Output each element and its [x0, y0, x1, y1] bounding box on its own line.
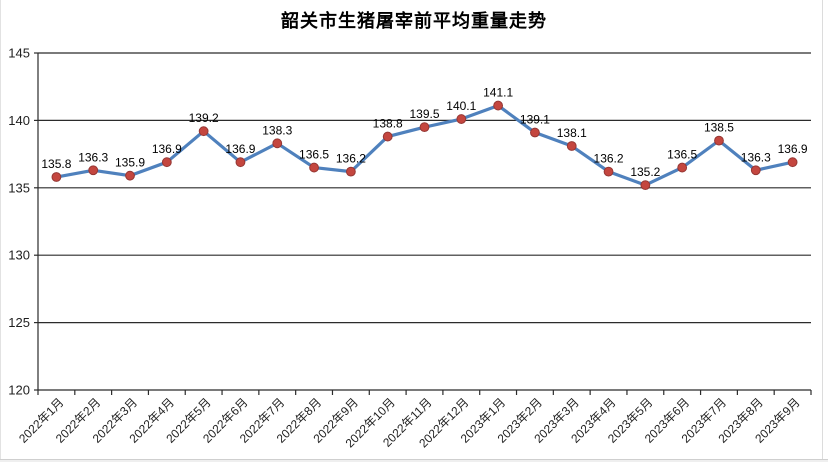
data-label: 138.3 — [262, 123, 292, 137]
data-point — [714, 135, 724, 146]
data-point — [566, 141, 577, 151]
data-label: 138.1 — [557, 126, 587, 140]
data-label: 139.5 — [409, 107, 439, 121]
data-point — [493, 100, 504, 111]
data-label: 135.9 — [115, 156, 145, 170]
data-point — [677, 162, 688, 173]
data-label: 138.5 — [704, 121, 734, 135]
frame-right-edge — [822, 0, 823, 462]
data-point — [309, 162, 319, 173]
data-label: 141.1 — [483, 86, 513, 100]
data-point — [345, 166, 356, 177]
data-point — [272, 138, 283, 149]
y-axis-label: 125 — [8, 315, 30, 330]
data-point — [51, 172, 62, 182]
data-label: 136.9 — [778, 142, 808, 156]
data-point — [640, 180, 651, 191]
y-axis-label: 145 — [8, 46, 30, 61]
y-axis-label: 120 — [8, 383, 30, 398]
data-label: 136.5 — [667, 148, 697, 162]
frame-left-edge — [0, 0, 1, 462]
y-axis-label: 140 — [8, 113, 30, 128]
data-label: 136.5 — [299, 148, 329, 162]
data-label: 136.2 — [594, 152, 624, 166]
data-point — [787, 157, 798, 168]
data-point — [419, 122, 430, 133]
data-point — [88, 165, 99, 176]
data-label: 140.1 — [446, 99, 476, 113]
y-axis-label: 130 — [8, 248, 30, 263]
data-point — [456, 114, 467, 124]
data-point — [161, 157, 172, 168]
frame-bottom-edge — [0, 459, 828, 462]
data-label: 139.1 — [520, 113, 550, 127]
data-label: 136.9 — [225, 142, 255, 156]
data-label: 136.2 — [336, 152, 366, 166]
data-point — [235, 157, 246, 168]
data-label: 135.2 — [630, 165, 660, 179]
data-label: 139.2 — [189, 111, 219, 125]
data-point — [198, 126, 209, 137]
data-point — [750, 165, 761, 176]
data-point — [125, 170, 135, 181]
data-point — [530, 127, 540, 138]
data-label: 136.3 — [741, 150, 771, 164]
y-axis-label: 135 — [8, 180, 30, 195]
chart-title: 韶关市生猪屠宰前平均重量走势 — [281, 11, 547, 31]
data-label: 136.9 — [152, 142, 182, 156]
data-label: 136.3 — [78, 150, 108, 164]
data-point — [603, 166, 614, 177]
data-point — [382, 131, 393, 142]
data-label: 135.8 — [41, 157, 71, 171]
data-label: 138.8 — [373, 117, 403, 131]
